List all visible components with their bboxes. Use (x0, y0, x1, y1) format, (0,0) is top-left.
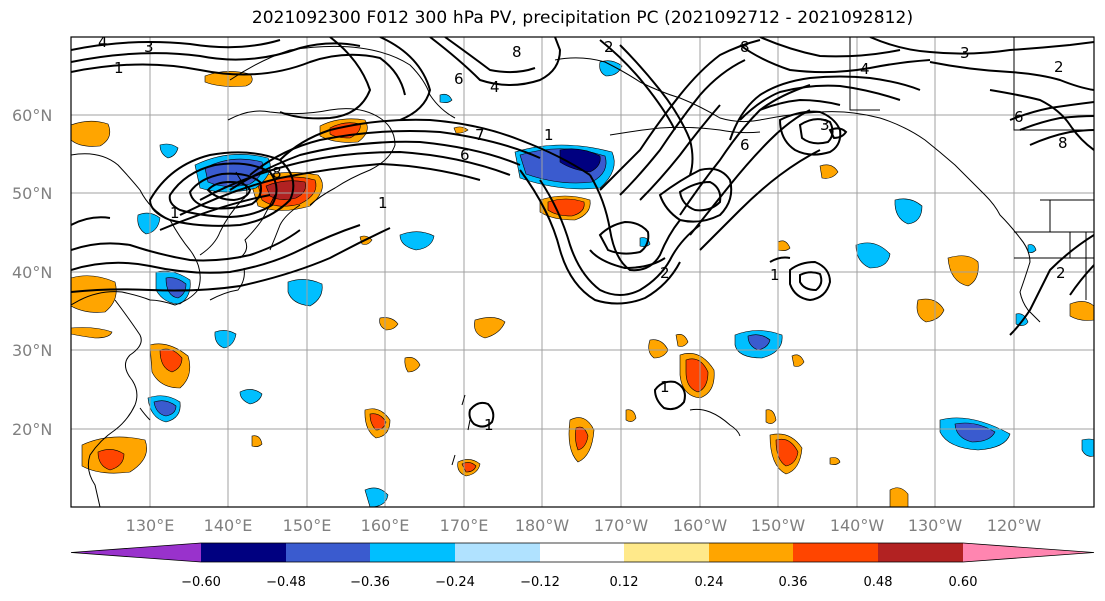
colorbar-segment (878, 543, 963, 562)
colorbar: −0.60 −0.48 −0.36 −0.24 −0.12 0.12 0.24 … (70, 542, 1095, 590)
contour-label-3: 3 (960, 44, 970, 62)
lon-label-180w: 180°W (515, 516, 570, 535)
colorbar-tick: 0.48 (864, 575, 893, 590)
lon-label-160w: 160°W (673, 516, 728, 535)
colorbar-segment (370, 543, 455, 562)
contour-label-1: 1 (484, 416, 494, 434)
contour-label-6: 6 (1014, 108, 1024, 126)
contour-label-1: 1 (170, 204, 180, 222)
colorbar-segment (286, 543, 370, 562)
map-title: 2021092300 F012 300 hPa PV, precipitatio… (251, 8, 914, 28)
lon-label-130w: 130°W (908, 516, 963, 535)
colorbar-segment (709, 543, 793, 562)
colorbar-segment (624, 543, 709, 562)
lon-label-120w: 120°W (987, 516, 1042, 535)
contour-label-8: 8 (272, 164, 282, 182)
contour-label-8: 8 (1058, 134, 1068, 152)
lon-label-130e: 130°E (126, 516, 175, 535)
lon-label-150w: 150°W (751, 516, 806, 535)
precip-shading (71, 60, 1094, 507)
latitude-labels: 60°N 50°N 40°N 30°N 20°N (12, 106, 52, 439)
lon-label-150e: 150°E (283, 516, 332, 535)
contour-label-3: 3 (820, 116, 830, 134)
map-frame (70, 36, 1095, 508)
contour-label-3: 3 (144, 38, 154, 56)
lat-label-30n: 30°N (12, 341, 52, 360)
colorbar-segment (793, 543, 878, 562)
colorbar-tick: 0.60 (949, 575, 978, 590)
colorbar-tick: 0.12 (610, 575, 639, 590)
lat-label-40n: 40°N (12, 263, 52, 282)
contour-label-4: 4 (860, 60, 870, 78)
colorbar-segment (963, 543, 1094, 562)
colorbar-tick: −0.12 (520, 575, 560, 590)
contour-label-2: 2 (1054, 58, 1064, 76)
colorbar-tick: 0.36 (779, 575, 808, 590)
contour-label-8: 8 (740, 38, 750, 56)
lon-label-140w: 140°W (830, 516, 885, 535)
contour-label-1: 1 (770, 266, 780, 284)
colorbar-outline (70, 542, 1095, 563)
lon-label-160e: 160°E (361, 516, 410, 535)
colorbar-segment (540, 543, 624, 562)
longitude-labels: 130°E 140°E 150°E 160°E 170°E 180°W 170°… (126, 516, 1042, 535)
colorbar-tick: −0.60 (181, 575, 221, 590)
contour-label-2: 2 (604, 38, 614, 56)
lon-label-170e: 170°E (440, 516, 489, 535)
contour-label-1: 1 (544, 126, 554, 144)
lat-label-20n: 20°N (12, 420, 52, 439)
colorbar-segments (70, 542, 1095, 563)
colorbar-tick: −0.24 (435, 575, 475, 590)
contour-label-4: 4 (98, 33, 108, 51)
pv-contours (71, 37, 1094, 428)
colorbar-segment (455, 543, 540, 562)
colorbar-segment (71, 543, 201, 562)
contour-label-1: 1 (114, 59, 124, 77)
lat-label-60n: 60°N (12, 106, 52, 125)
lon-label-140e: 140°E (204, 516, 253, 535)
lat-label-50n: 50°N (12, 184, 52, 203)
contour-label-7: 7 (475, 126, 485, 144)
colorbar-segment (201, 543, 286, 562)
contour-label-6: 6 (460, 146, 470, 164)
contour-label-1: 1 (660, 378, 670, 396)
colorbar-tick: 0.24 (695, 575, 724, 590)
contour-label-6: 6 (454, 70, 464, 88)
lon-label-170w: 170°W (594, 516, 649, 535)
contour-label-8: 8 (512, 43, 522, 61)
contour-labels: 1 3 4 6 4 8 1 6 7 8 1 1 2 8 6 3 4 3 2 6 … (98, 33, 1068, 434)
contour-label-2: 2 (660, 264, 670, 282)
contour-label-1: 1 (378, 194, 388, 212)
contour-label-6: 6 (740, 136, 750, 154)
contour-label-4: 4 (490, 78, 500, 96)
colorbar-tick: −0.36 (350, 575, 390, 590)
contour-label-2: 2 (1056, 264, 1066, 282)
colorbar-tick: −0.48 (266, 575, 306, 590)
